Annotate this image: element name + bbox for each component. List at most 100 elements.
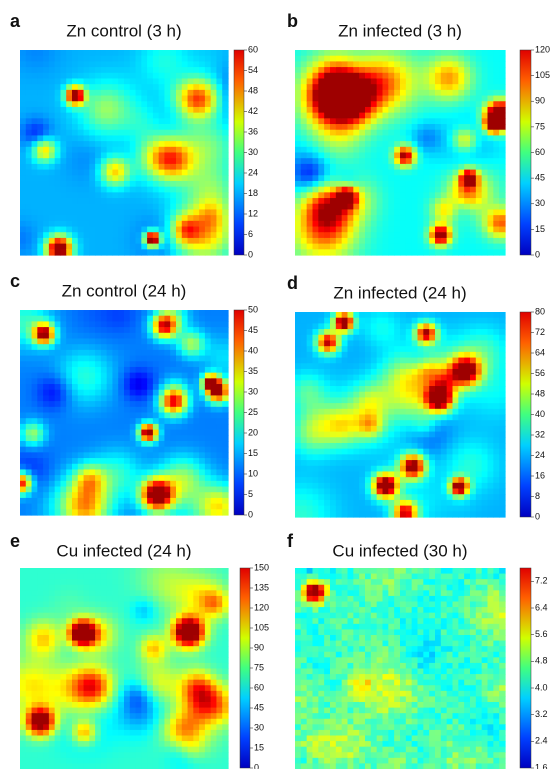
heatmap-cell [118,135,124,141]
heatmap-cell [353,101,359,107]
heatmap-cell [199,356,205,362]
heatmap-cell [295,380,301,386]
heatmap-cell [222,101,228,107]
heatmap-cell [336,50,342,56]
heatmap-cell [205,56,211,62]
heatmap-cell [458,352,464,358]
heatmap-cell [441,113,447,119]
heatmap-cell [388,375,394,381]
heatmap-cell [89,338,95,344]
heatmap-cell [84,327,90,333]
heatmap-cell [488,204,494,210]
heatmap-cell [324,192,330,198]
heatmap-cell [307,192,313,198]
heatmap-cell [353,153,359,159]
heatmap-cell [89,310,95,316]
heatmap-cell [60,181,66,187]
heatmap-cell [476,107,482,113]
heatmap-cell [222,141,228,147]
heatmap-cell [130,221,136,227]
heatmap-cell [353,238,359,244]
heatmap-cell [55,492,61,498]
heatmap-cell [476,192,482,198]
heatmap-cell [412,147,418,153]
heatmap-cell [32,209,38,215]
heatmap-cell [118,509,124,515]
heatmap-cell [118,249,124,255]
heatmap-cell [164,56,170,62]
heatmap-cell [324,358,330,364]
heatmap-cell [313,209,319,215]
heatmap-cell [383,471,389,477]
heatmap-cell [441,392,447,398]
heatmap-cell [222,498,228,504]
heatmap-cell [55,118,61,124]
heatmap-cell [377,358,383,364]
heatmap-cell [112,249,118,255]
heatmap-cell [313,73,319,79]
heatmap-cell [78,50,84,56]
heatmap-cell [66,67,72,73]
heatmap-cell [130,209,136,215]
heatmap-cell [336,335,342,341]
heatmap-cell [499,61,505,67]
heatmap-cell [164,135,170,141]
heatmap-cell [55,192,61,198]
heatmap-cell [365,198,371,204]
heatmap-cell [43,407,49,413]
heatmap-cell [394,363,400,369]
heatmap-cell [400,454,406,460]
heatmap-cell [342,78,348,84]
heatmap-cell [89,350,95,356]
heatmap-cell [371,340,377,346]
heatmap-cell [365,375,371,381]
heatmap-cell [222,215,228,221]
heatmap-cell [182,344,188,350]
heatmap-cell [170,67,176,73]
heatmap-cell [101,333,107,339]
heatmap-cell [353,471,359,477]
heatmap-cell [388,426,394,432]
heatmap-cell [336,397,342,403]
heatmap-cell [211,316,217,322]
heatmap-cell [336,187,342,193]
heatmap-cell [49,390,55,396]
heatmap-cell [359,312,365,318]
heatmap-cell [453,96,459,102]
heatmap-cell [458,107,464,113]
heatmap-cell [66,232,72,238]
heatmap-cell [124,238,130,244]
heatmap-cell [164,61,170,67]
heatmap-cell [107,244,113,250]
heatmap-cell [112,316,118,322]
heatmap-cell [499,118,505,124]
heatmap-cell [406,380,412,386]
heatmap-cell [406,471,412,477]
heatmap-cell [107,130,113,136]
heatmap-cell [55,498,61,504]
heatmap-cell [124,130,130,136]
heatmap-cell [182,498,188,504]
heatmap-cell [147,373,153,379]
heatmap-cell [26,492,32,498]
heatmap-cell [371,198,377,204]
heatmap-cell [353,147,359,153]
heatmap-cell [20,384,26,390]
heatmap-cell [147,249,153,255]
heatmap-cell [84,373,90,379]
heatmap-cell [95,204,101,210]
heatmap-cell [182,401,188,407]
heatmap-cell [78,90,84,96]
heatmap-cell [211,61,217,67]
heatmap-cell [159,147,165,153]
heatmap-cell [222,407,228,413]
heatmap-cell [107,50,113,56]
heatmap-cell [89,198,95,204]
heatmap-cell [78,101,84,107]
heatmap-cell [423,158,429,164]
heatmap-cell [176,50,182,56]
heatmap-cell [342,466,348,472]
heatmap-cell [95,135,101,141]
heatmap-cell [383,380,389,386]
heatmap-cell [359,187,365,193]
